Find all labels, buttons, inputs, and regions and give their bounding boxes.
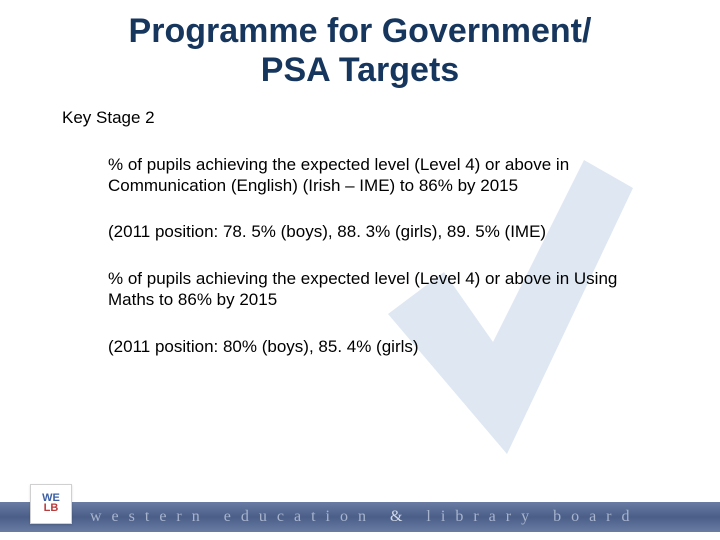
footer: w e s t e r n e d u c a t i o n & l i b … [0, 482, 720, 540]
footer-text: w e s t e r n e d u c a t i o n & l i b … [90, 508, 633, 526]
logo-bottom: LB [44, 503, 59, 514]
title-line-1: Programme for Government/ [129, 12, 592, 50]
paragraph: (2011 position: 78. 5% (boys), 88. 3% (g… [108, 222, 660, 243]
paragraph: % of pupils achieving the expected level… [108, 155, 660, 196]
subtitle: Key Stage 2 [62, 108, 155, 128]
footer-word: w e s t e r n [90, 508, 203, 525]
slide-title: Programme for Government/ PSA Targets [0, 12, 720, 90]
body-text: % of pupils achieving the expected level… [108, 155, 660, 383]
slide: Programme for Government/ PSA Targets Ke… [0, 0, 720, 540]
title-line-2: PSA Targets [261, 51, 459, 89]
footer-word: b o a r d [553, 508, 632, 525]
footer-bar: w e s t e r n e d u c a t i o n & l i b … [0, 502, 720, 532]
welb-logo: WE LB [30, 484, 72, 524]
footer-word: e d u c a t i o n [224, 508, 369, 525]
paragraph: % of pupils achieving the expected level… [108, 269, 660, 310]
paragraph: (2011 position: 80% (boys), 85. 4% (girl… [108, 337, 660, 358]
footer-amp: & [390, 508, 405, 525]
footer-word: l i b r a r y [426, 508, 532, 525]
